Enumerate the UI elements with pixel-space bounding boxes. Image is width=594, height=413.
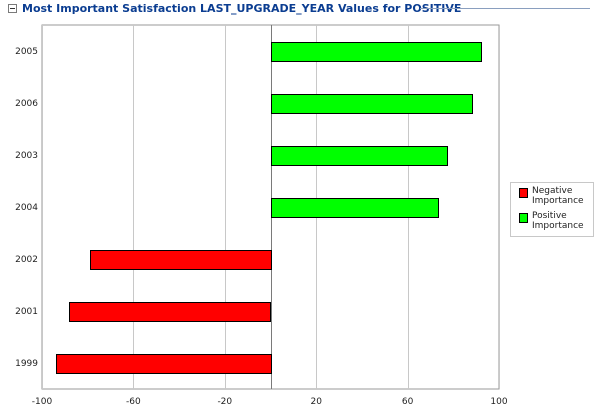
y-category-label-2001: 2001 <box>15 307 38 317</box>
bar-positive-2005 <box>271 42 482 62</box>
bar-positive-2004 <box>271 198 439 218</box>
bar-positive-2006 <box>271 94 473 114</box>
bar-negative-2002 <box>90 250 272 270</box>
y-category-label-2002: 2002 <box>15 255 38 265</box>
legend-label-positive-line1: Positive <box>532 211 567 221</box>
y-category-label-2005: 2005 <box>15 47 38 57</box>
bar-negative-2001 <box>69 302 271 322</box>
x-tick-label-4: 60 <box>402 397 414 407</box>
y-category-label-2004: 2004 <box>15 203 38 213</box>
legend-swatch-positive <box>519 213 528 223</box>
bar-negative-1999 <box>56 354 272 374</box>
y-category-label-2006: 2006 <box>15 99 38 109</box>
collapse-toggle-icon[interactable] <box>8 4 17 13</box>
x-tick-label-1: -60 <box>126 397 141 407</box>
x-tick-label-5: 100 <box>490 397 507 407</box>
header-divider <box>420 8 590 9</box>
y-category-label-2003: 2003 <box>15 151 38 161</box>
panel-header: Most Important Satisfaction LAST_UPGRADE… <box>0 0 594 20</box>
panel-title: Most Important Satisfaction LAST_UPGRADE… <box>22 2 462 15</box>
x-tick-label-3: 20 <box>310 397 322 407</box>
legend-label-positive-line2: Importance <box>532 221 584 231</box>
chart-legend: Negative Importance Positive Importance <box>510 182 594 237</box>
y-category-label-1999: 1999 <box>15 359 38 369</box>
legend-swatch-negative <box>519 188 528 198</box>
legend-label-negative-line1: Negative <box>532 186 573 196</box>
bar-positive-2003 <box>271 146 448 166</box>
x-tick-label-0: -100 <box>32 397 53 407</box>
x-tick-label-2: -20 <box>217 397 232 407</box>
legend-label-negative-line2: Importance <box>532 196 584 206</box>
